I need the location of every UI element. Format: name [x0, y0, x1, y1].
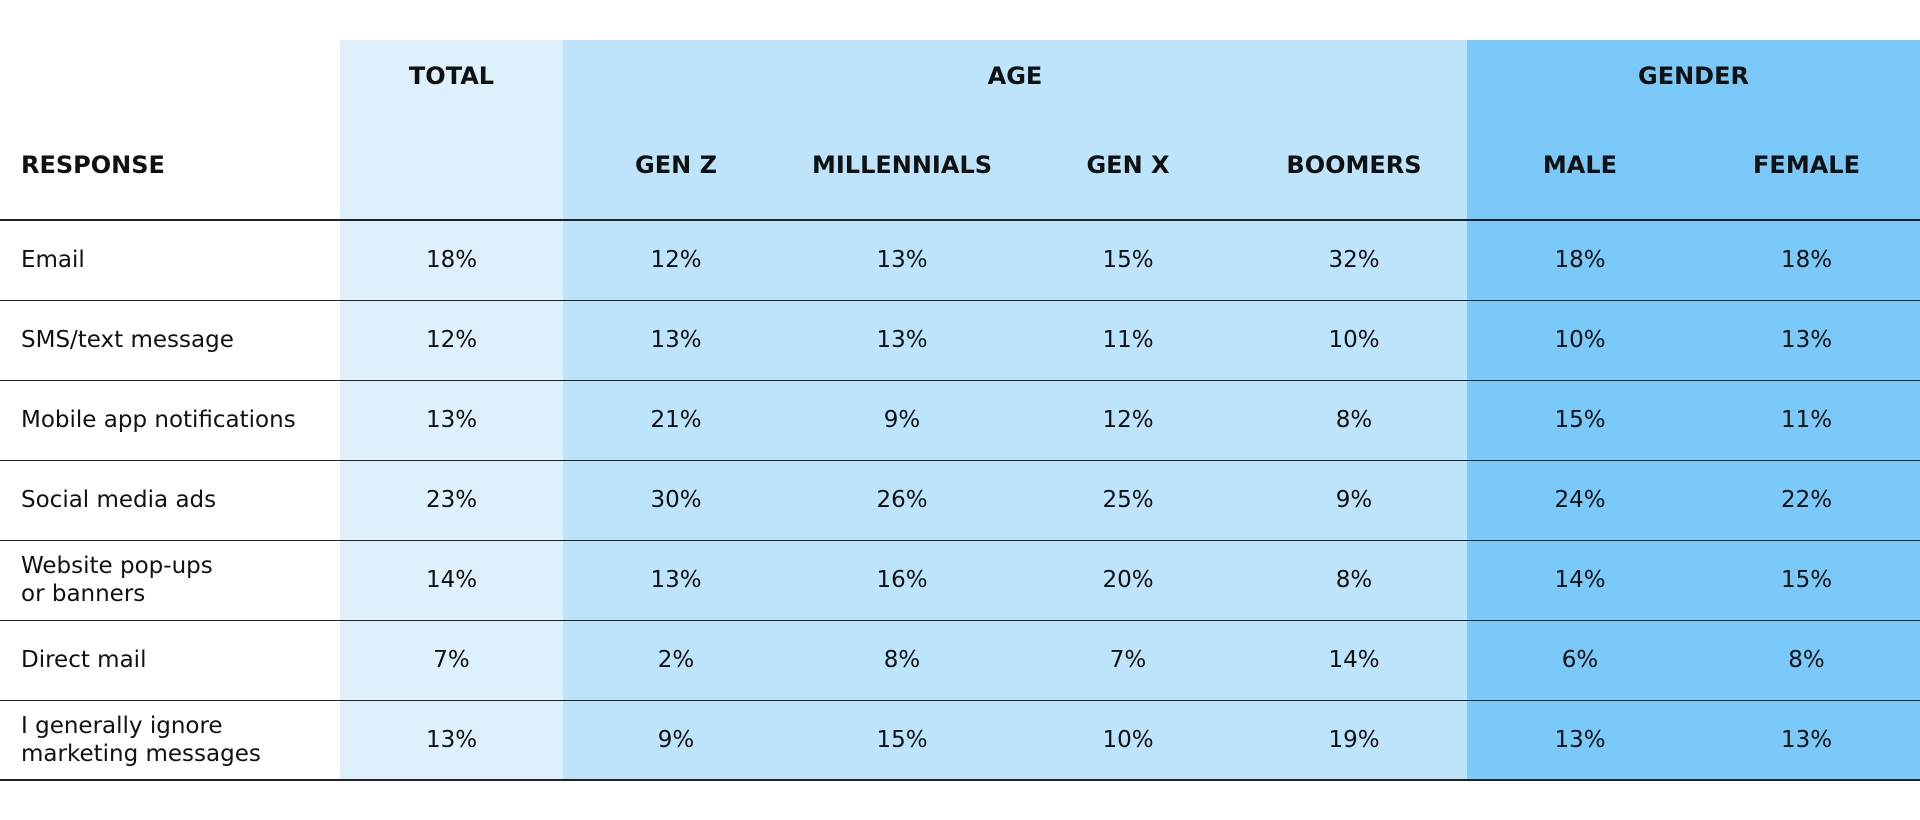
value-cell: 15% [1102, 247, 1154, 273]
value-cell: 14% [1554, 567, 1606, 593]
value-cell: 18% [425, 247, 478, 273]
value-cell: 9% [657, 727, 695, 753]
value-cell: 13% [650, 567, 702, 593]
value-cell: 14% [1328, 647, 1380, 673]
value-cell: 23% [425, 487, 478, 513]
value-cell: 15% [1780, 567, 1833, 593]
value-cell: 13% [876, 247, 928, 273]
value-cell: 11% [1102, 327, 1154, 353]
value-cell: 30% [650, 487, 702, 513]
value-cell: 20% [1102, 567, 1154, 593]
value-cell: 8% [1335, 567, 1373, 593]
value-cell: 7% [1109, 647, 1147, 673]
value-cell: 8% [1335, 407, 1373, 433]
value-cell: 18% [1554, 247, 1606, 273]
row-rule [0, 380, 1920, 381]
value-cell: 11% [1780, 407, 1833, 433]
value-cell: 13% [1780, 327, 1833, 353]
value-cell: 8% [1788, 647, 1825, 673]
value-cell: 6% [1561, 647, 1599, 673]
column-header: MALE [1542, 151, 1618, 179]
row-label: SMS/text message [21, 327, 234, 353]
row-rule [0, 460, 1920, 461]
value-cell: 2% [657, 647, 695, 673]
value-cell: 15% [1554, 407, 1606, 433]
value-cell: 13% [1554, 727, 1606, 753]
row-label: Direct mail [21, 647, 147, 673]
value-cell: 12% [425, 327, 478, 353]
value-cell: 13% [1780, 727, 1833, 753]
value-cell: 16% [876, 567, 928, 593]
group-header: GENDER [1638, 62, 1749, 90]
header-rule [0, 219, 1920, 221]
row-label: I generally ignore marketing messages [21, 713, 261, 767]
row-rule [0, 620, 1920, 621]
row-label: Mobile app notifications [21, 407, 296, 433]
value-cell: 13% [650, 327, 702, 353]
column-header: GEN X [1086, 151, 1170, 179]
value-cell: 18% [1780, 247, 1833, 273]
total-band [340, 40, 563, 780]
value-cell: 12% [1102, 407, 1154, 433]
row-rule [0, 300, 1920, 301]
value-cell: 26% [876, 487, 928, 513]
value-cell: 10% [1328, 327, 1380, 353]
row-label: Email [21, 247, 85, 273]
column-header: FEMALE [1753, 151, 1860, 179]
age-band [563, 40, 1467, 780]
value-cell: 14% [425, 567, 478, 593]
value-cell: 10% [1102, 727, 1154, 753]
value-cell: 13% [425, 727, 478, 753]
row-label: Website pop-ups or banners [21, 553, 213, 607]
value-cell: 13% [876, 327, 928, 353]
response-header: RESPONSE [21, 151, 165, 179]
value-cell: 19% [1328, 727, 1380, 753]
row-label: Social media ads [21, 487, 217, 513]
gender-band [1467, 40, 1920, 780]
value-cell: 9% [1335, 487, 1373, 513]
group-header: TOTAL [408, 62, 495, 90]
value-cell: 25% [1102, 487, 1154, 513]
column-header: GEN Z [635, 151, 717, 179]
value-cell: 9% [883, 407, 921, 433]
column-header: BOOMERS [1286, 151, 1422, 179]
value-cell: 7% [433, 647, 470, 673]
value-cell: 24% [1554, 487, 1606, 513]
row-rule [0, 540, 1920, 541]
row-rule [0, 700, 1920, 701]
value-cell: 13% [425, 407, 478, 433]
column-header: MILLENNIALS [811, 151, 993, 179]
value-cell: 32% [1328, 247, 1380, 273]
value-cell: 10% [1554, 327, 1606, 353]
value-cell: 12% [650, 247, 702, 273]
bottom-rule [0, 779, 1920, 781]
value-cell: 21% [650, 407, 702, 433]
group-header: AGE [987, 62, 1043, 90]
value-cell: 8% [883, 647, 921, 673]
value-cell: 15% [876, 727, 928, 753]
value-cell: 22% [1780, 487, 1833, 513]
